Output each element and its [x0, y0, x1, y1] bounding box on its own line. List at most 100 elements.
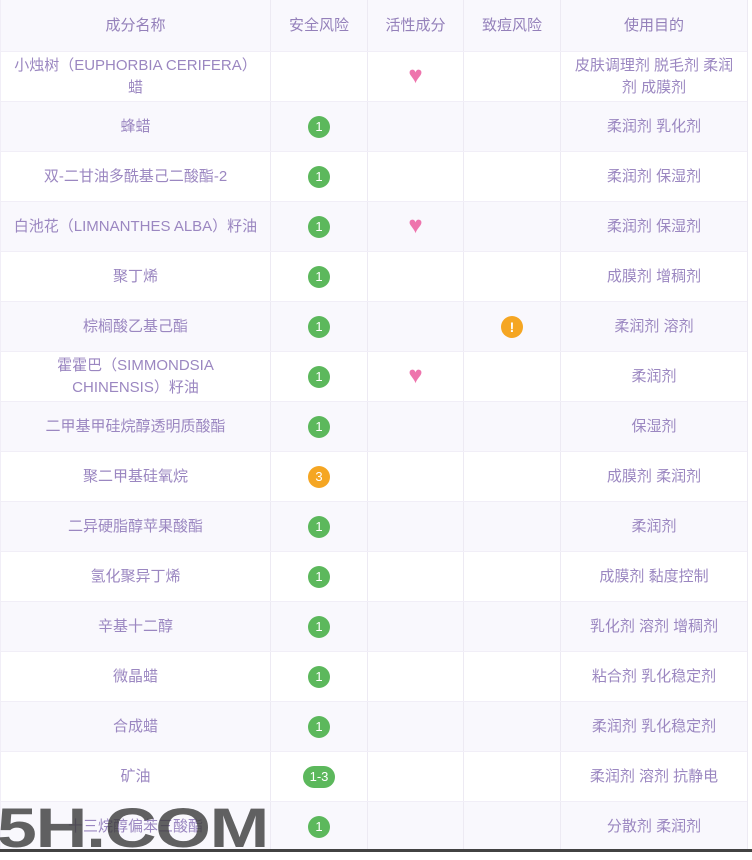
- table-header-row: 成分名称 安全风险 活性成分 致痘风险 使用目的: [1, 0, 747, 52]
- safety-risk-cell: 1-3: [271, 752, 368, 801]
- safety-risk-cell: 1: [271, 552, 368, 601]
- bottom-divider-bar: [0, 849, 752, 852]
- acne-risk-cell: [464, 252, 561, 301]
- active-ingredient-cell: [368, 802, 464, 851]
- ingredient-name: 蜂蜡: [1, 102, 271, 151]
- safety-risk-cell: 1: [271, 202, 368, 251]
- usage-purpose: 柔润剂 溶剂: [614, 317, 694, 335]
- safety-risk-cell: 1: [271, 252, 368, 301]
- ingredient-name: 霍霍巴（SIMMONDSIA CHINENSIS）籽油: [1, 352, 271, 401]
- watermark: 5H.COM: [0, 796, 269, 859]
- safety-risk-cell: 1: [271, 352, 368, 401]
- table-row: 矿油 1-3 柔润剂 溶剂 抗静电: [1, 752, 747, 802]
- ingredient-name: 微晶蜡: [1, 652, 271, 701]
- safety-risk-badge: 1: [308, 265, 330, 288]
- table-row: 合成蜡 1 柔润剂 乳化稳定剂: [1, 702, 747, 752]
- table-row: 双-二甘油多酰基己二酸酯-2 1 柔润剂 保湿剂: [1, 152, 747, 202]
- safety-risk-cell: 1: [271, 152, 368, 201]
- usage-purpose: 皮肤调理剂 脱毛剂 柔润剂 成膜剂: [574, 56, 734, 96]
- ingredient-name: 聚丁烯: [1, 252, 271, 301]
- acne-risk-cell: [464, 102, 561, 151]
- table-row: 聚丁烯 1 成膜剂 增稠剂: [1, 252, 747, 302]
- table-row: 二甲基甲硅烷醇透明质酸酯 1 保湿剂: [1, 402, 747, 452]
- usage-purpose: 成膜剂 增稠剂: [606, 267, 702, 285]
- table-row: 氢化聚异丁烯 1 成膜剂 黏度控制: [1, 552, 747, 602]
- usage-purpose: 柔润剂 溶剂 抗静电: [589, 767, 719, 785]
- safety-risk-cell: 1: [271, 302, 368, 351]
- active-ingredient-cell: [368, 152, 464, 201]
- table-row: 白池花（LIMNANTHES ALBA）籽油 1 ♥ 柔润剂 保湿剂: [1, 202, 747, 252]
- active-ingredient-cell: [368, 502, 464, 551]
- active-ingredient-cell: [368, 252, 464, 301]
- table-body: 小烛树（EUPHORBIA CERIFERA）蜡 ♥ 皮肤调理剂 脱毛剂 柔润剂 成…: [1, 52, 747, 852]
- usage-purpose: 柔润剂 保湿剂: [606, 217, 702, 235]
- ingredient-name: 双-二甘油多酰基己二酸酯-2: [1, 152, 271, 201]
- table-row: 霍霍巴（SIMMONDSIA CHINENSIS）籽油 1 ♥ 柔润剂: [1, 352, 747, 402]
- usage-purpose: 柔润剂 乳化稳定剂: [591, 717, 717, 735]
- table-row: 棕榈酸乙基己酯 1! 柔润剂 溶剂: [1, 302, 747, 352]
- heart-icon: ♥: [408, 211, 423, 239]
- heart-icon: ♥: [408, 361, 423, 389]
- table-row: 微晶蜡 1 粘合剂 乳化稳定剂: [1, 652, 747, 702]
- active-ingredient-cell: [368, 602, 464, 651]
- active-ingredient-cell: [368, 552, 464, 601]
- active-ingredient-cell: [368, 452, 464, 501]
- ingredient-name: 合成蜡: [1, 702, 271, 751]
- active-ingredient-cell: [368, 302, 464, 351]
- safety-risk-cell: 3: [271, 452, 368, 501]
- acne-risk-cell: [464, 452, 561, 501]
- table-row: 聚二甲基硅氧烷 3 成膜剂 柔润剂: [1, 452, 747, 502]
- usage-purpose: 分散剂 柔润剂: [606, 817, 702, 835]
- header-acne-risk: 致痘风险: [464, 0, 561, 51]
- safety-risk-cell: 1: [271, 102, 368, 151]
- safety-risk-badge: 1: [308, 415, 330, 438]
- acne-risk-cell: [464, 152, 561, 201]
- safety-risk-badge: 1: [308, 715, 330, 738]
- usage-purpose: 柔润剂: [631, 367, 677, 385]
- usage-purpose: 柔润剂 保湿剂: [606, 167, 702, 185]
- table-row: 二异硬脂醇苹果酸酯 1 柔润剂: [1, 502, 747, 552]
- acne-risk-cell: [464, 552, 561, 601]
- acne-risk-cell: [464, 402, 561, 451]
- safety-risk-badge: 1: [308, 815, 330, 838]
- ingredient-name: 氢化聚异丁烯: [1, 552, 271, 601]
- acne-risk-cell: [464, 702, 561, 751]
- safety-risk-badge: 1: [308, 165, 330, 188]
- ingredient-name: 矿油: [1, 752, 271, 801]
- acne-risk-cell: [464, 752, 561, 801]
- active-ingredient-cell: ♥: [368, 202, 464, 251]
- usage-purpose: 乳化剂 溶剂 增稠剂: [589, 617, 719, 635]
- usage-purpose: 粘合剂 乳化稳定剂: [591, 667, 717, 685]
- table-row: 十三烷醇偏苯三酸酯 1 分散剂 柔润剂: [1, 802, 747, 852]
- safety-risk-cell: 1: [271, 602, 368, 651]
- safety-risk-badge: 3: [308, 465, 330, 488]
- table-row: 辛基十二醇 1 乳化剂 溶剂 增稠剂: [1, 602, 747, 652]
- safety-risk-badge: 1: [308, 215, 330, 238]
- acne-risk-cell: !: [464, 302, 561, 351]
- table-row: 蜂蜡 1 柔润剂 乳化剂: [1, 102, 747, 152]
- acne-risk-cell: [464, 352, 561, 401]
- safety-risk-badge: 1: [308, 365, 330, 388]
- usage-purpose: 柔润剂: [631, 517, 677, 535]
- ingredient-name: 辛基十二醇: [1, 602, 271, 651]
- header-safety-risk: 安全风险: [271, 0, 368, 51]
- active-ingredient-cell: [368, 402, 464, 451]
- safety-risk-cell: 1: [271, 802, 368, 851]
- safety-risk-badge: 1-3: [302, 765, 336, 788]
- safety-risk-badge: 1: [308, 615, 330, 638]
- acne-risk-cell: [464, 802, 561, 851]
- usage-purpose: 成膜剂 柔润剂: [606, 467, 702, 485]
- safety-risk-badge: 1: [308, 565, 330, 588]
- usage-purpose: 保湿剂: [631, 417, 677, 435]
- heart-icon: ♥: [408, 61, 423, 89]
- safety-risk-cell: [271, 52, 368, 101]
- header-active-ingredient: 活性成分: [368, 0, 464, 51]
- header-ingredient-name: 成分名称: [1, 0, 271, 51]
- ingredient-name: 二异硬脂醇苹果酸酯: [1, 502, 271, 551]
- safety-risk-badge: 1: [308, 115, 330, 138]
- safety-risk-badge: 1: [308, 665, 330, 688]
- header-usage-purpose: 使用目的: [623, 16, 684, 34]
- safety-risk-cell: 1: [271, 402, 368, 451]
